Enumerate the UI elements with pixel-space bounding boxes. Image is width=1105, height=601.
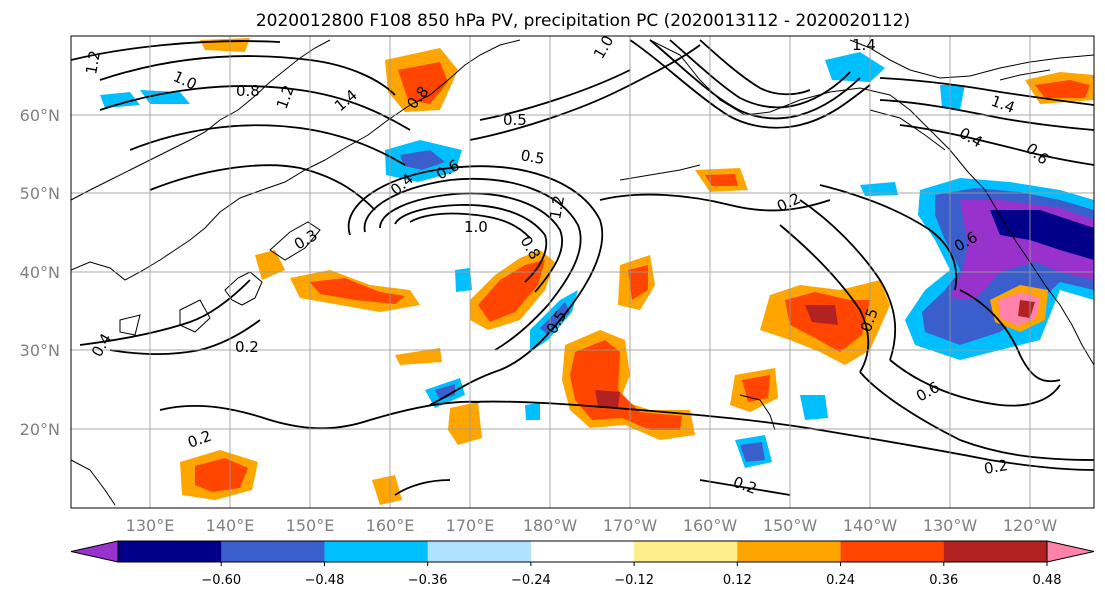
colorbar-segment — [427, 541, 532, 562]
map-title: 2020012800 F108 850 hPa PV, precipitatio… — [256, 11, 910, 31]
contour-label: 1.0 — [464, 218, 488, 236]
colorbar-tick-label: −0.60 — [201, 573, 241, 588]
colorbar-tick-label: 0.48 — [1033, 573, 1062, 588]
longitude-labels: 130°E 140°E 150°E 160°E 170°E 180°W 170°W 160°W… — [126, 516, 1058, 535]
longitude-label: 170°E — [446, 516, 495, 535]
longitude-label: 130°W — [923, 516, 978, 535]
colorbar-tick-label: −0.36 — [408, 573, 448, 588]
precip-blob-dateline — [470, 250, 578, 352]
colorbar-segment — [324, 541, 429, 562]
map-frame — [70, 35, 1095, 509]
colorbar-tick-label: 0.24 — [826, 573, 855, 588]
longitude-label: 120°W — [1003, 516, 1058, 535]
precip-blob-south — [100, 90, 828, 505]
precipitation-shading — [100, 38, 1094, 505]
longitude-label: 140°E — [206, 516, 255, 535]
contour-label: 1.2 — [82, 49, 104, 76]
longitude-label: 160°E — [366, 516, 415, 535]
latitude-labels: 60°N 50°N 40°N 30°N 20°N — [20, 106, 60, 439]
colorbar-tick-label: −0.48 — [305, 573, 345, 588]
colorbar-segment — [118, 541, 222, 562]
contour-label: 0.2 — [235, 338, 259, 356]
precip-blob-central-pacific — [695, 168, 890, 412]
colorbar-tick-label: 0.12 — [723, 573, 752, 588]
longitude-label: 180°W — [523, 516, 578, 535]
colorbar-segment — [634, 541, 738, 562]
precip-blob-kuril — [385, 140, 462, 182]
colorbar-frame — [117, 540, 1048, 563]
colorbar-segment — [840, 541, 945, 562]
precip-blob-okhotsk — [385, 48, 458, 112]
precip-blob-japan-sea — [200, 38, 250, 52]
contour-label: 0.2 — [983, 456, 1010, 478]
latitude-label: 60°N — [20, 106, 60, 125]
longitude-label: 140°W — [843, 516, 898, 535]
latitude-label: 30°N — [20, 341, 60, 360]
longitude-label: 150°W — [763, 516, 818, 535]
latitude-label: 50°N — [20, 184, 60, 203]
colorbar-segment — [943, 541, 1048, 562]
colorbar-segment — [530, 541, 635, 562]
contour-label: 1.2 — [546, 194, 568, 221]
longitude-label: 170°W — [603, 516, 658, 535]
contour-label: 0.8 — [236, 82, 260, 100]
contour-label: 1.4 — [852, 36, 876, 54]
colorbar-segment — [221, 541, 325, 562]
contour-label: 0.5 — [503, 111, 527, 129]
map-panel: 1.2 1.0 0.8 1.2 1.4 0.8 0.5 0.5 0.4 0.6 … — [20, 35, 1095, 535]
latitude-label: 40°N — [20, 263, 60, 282]
longitude-label: 130°E — [126, 516, 175, 535]
precip-blob-west-coast-negative — [905, 178, 1094, 360]
longitude-label: 160°W — [683, 516, 738, 535]
colorbar-tick-label: −0.12 — [614, 573, 654, 588]
colorbar: −0.60 −0.48 −0.36 −0.24 −0.12 0.12 0.24 0.36 0.4… — [70, 540, 1095, 588]
colorbar-extend-low — [70, 540, 119, 563]
colorbar-tick-label: −0.24 — [511, 573, 551, 588]
latitude-label: 20°N — [20, 420, 60, 439]
colorbar-segment — [737, 541, 842, 562]
contour-label: 0.5 — [519, 146, 546, 168]
longitude-label: 150°E — [286, 516, 335, 535]
colorbar-extend-high — [1046, 540, 1095, 563]
graticule — [71, 36, 1094, 508]
colorbar-tick-label: 0.36 — [929, 573, 958, 588]
